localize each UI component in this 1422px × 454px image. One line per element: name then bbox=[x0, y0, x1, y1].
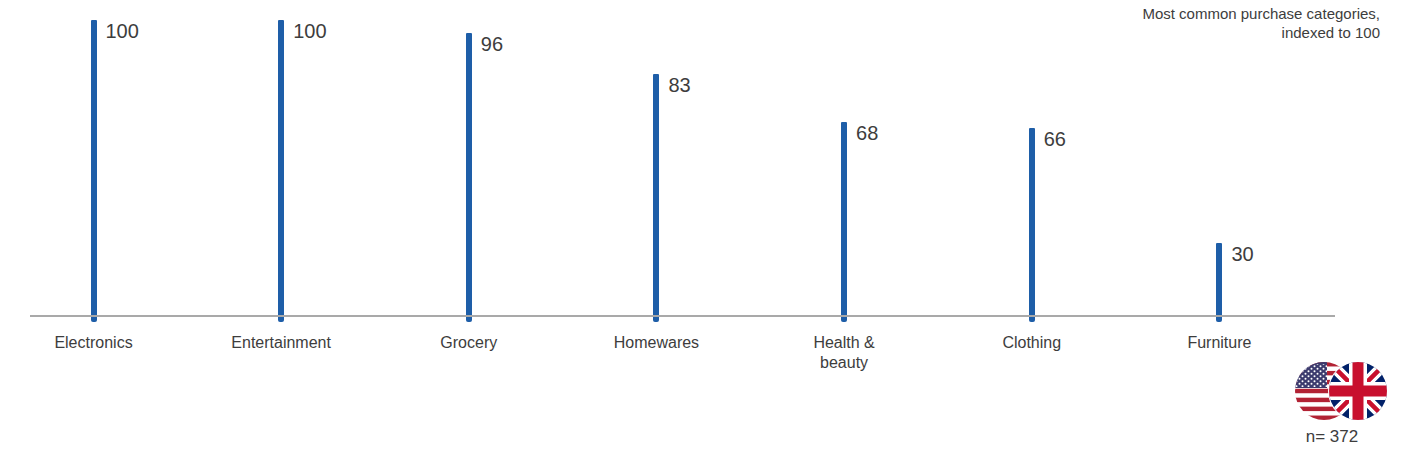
value-label-homewares: 83 bbox=[668, 74, 690, 97]
bar-health-beauty bbox=[841, 122, 847, 322]
value-label-furniture: 30 bbox=[1231, 243, 1253, 266]
category-label-clothing: Clothing bbox=[942, 333, 1122, 353]
sample-size-label: n= 372 bbox=[1282, 427, 1382, 447]
category-label-health-beauty: Health & beauty bbox=[754, 333, 934, 373]
value-label-health-beauty: 68 bbox=[856, 122, 878, 145]
category-label-electronics: Electronics bbox=[4, 333, 184, 353]
category-label-grocery: Grocery bbox=[379, 333, 559, 353]
value-label-clothing: 66 bbox=[1044, 128, 1066, 151]
bar-electronics bbox=[91, 20, 97, 322]
category-label-furniture: Furniture bbox=[1129, 333, 1309, 353]
country-flags bbox=[1294, 358, 1390, 424]
value-label-grocery: 96 bbox=[481, 33, 503, 56]
category-label-entertainment: Entertainment bbox=[191, 333, 371, 353]
uk-flag-icon bbox=[1329, 362, 1387, 420]
chart-canvas: Most common purchase categories, indexed… bbox=[0, 0, 1422, 454]
bar-homewares bbox=[653, 74, 659, 322]
value-label-entertainment: 100 bbox=[293, 20, 326, 43]
value-label-electronics: 100 bbox=[106, 20, 139, 43]
bar-clothing bbox=[1029, 128, 1035, 322]
bar-entertainment bbox=[278, 20, 284, 322]
x-axis-line bbox=[30, 315, 1335, 317]
bar-grocery bbox=[466, 33, 472, 322]
chart-title: Most common purchase categories, indexed… bbox=[1142, 4, 1380, 42]
bar-furniture bbox=[1216, 243, 1222, 322]
category-label-homewares: Homewares bbox=[566, 333, 746, 353]
